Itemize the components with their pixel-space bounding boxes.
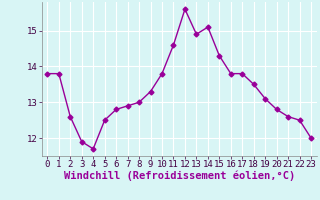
X-axis label: Windchill (Refroidissement éolien,°C): Windchill (Refroidissement éolien,°C) [64, 171, 295, 181]
